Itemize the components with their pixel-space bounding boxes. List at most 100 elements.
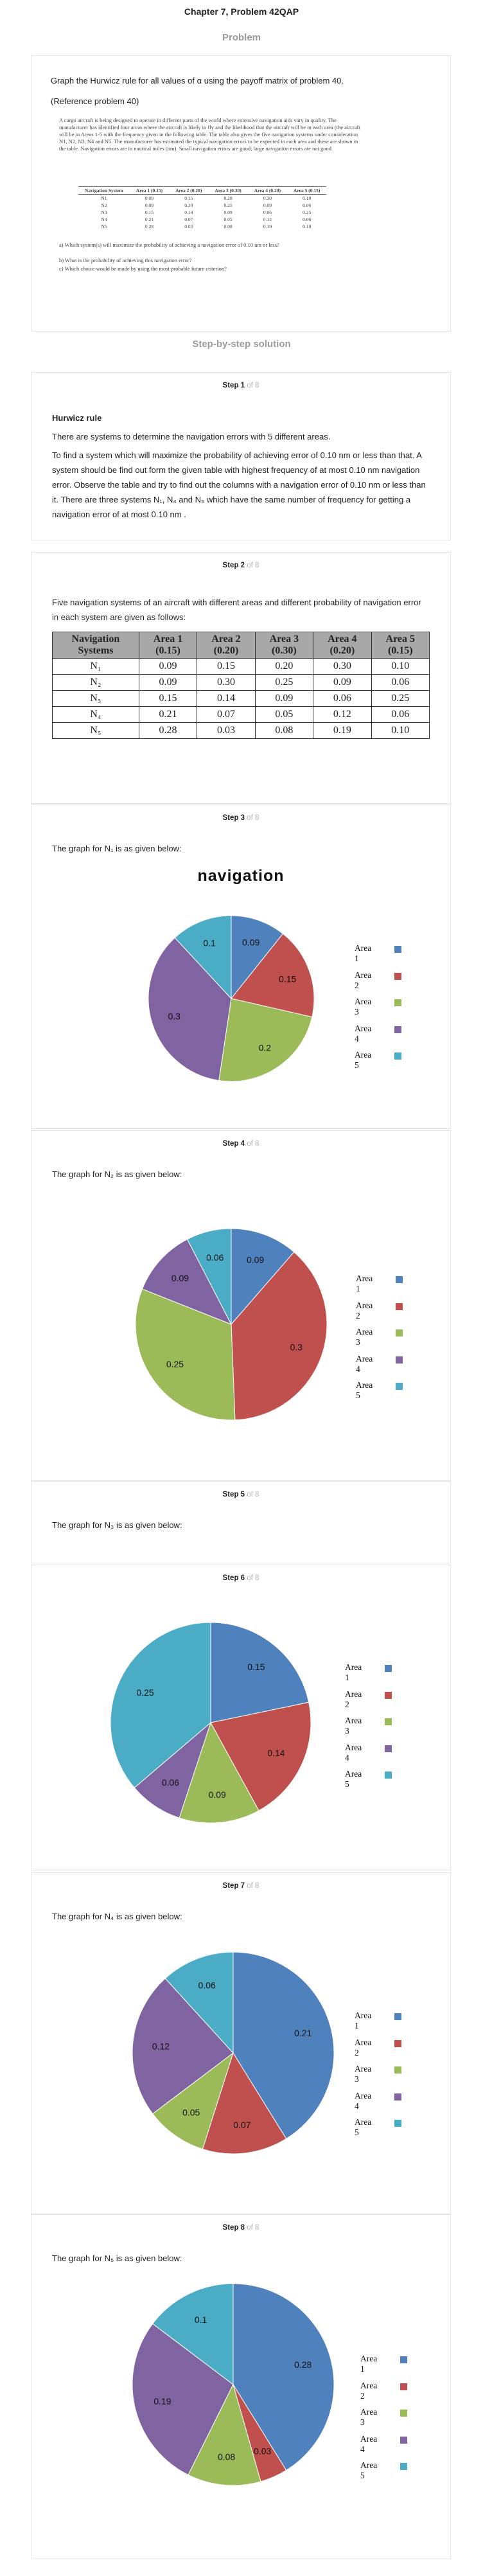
pie-slice — [141, 1238, 233, 1325]
legend-label: Area 1 — [355, 2011, 372, 2030]
slice-value-label: 0.28 — [294, 2359, 312, 2370]
step-1-card: Step 1 of 8 Hurwicz rule There are syste… — [31, 372, 451, 540]
table-row: N₁ 0.09 0.15 0.20 0.30 0.10 — [52, 658, 430, 675]
table-row: N₅ 0.28 0.03 0.08 0.19 0.10 — [52, 722, 430, 739]
pie-slice — [188, 2383, 261, 2486]
ref-table-cell: 0.21 — [145, 217, 154, 222]
ref-table-cell: 0.06 — [263, 209, 272, 215]
slice-value-label: 0.3 — [290, 1342, 303, 1353]
slice-value-label: 0.09 — [247, 1255, 264, 1265]
slice-value-label: 0.08 — [218, 2452, 235, 2462]
ref-table-cell: N3 — [101, 209, 107, 215]
nav-col-header: Area 3 (0.30) — [254, 632, 314, 659]
step-3-heading: Step 3 of 8 — [222, 814, 259, 822]
ref-table-cell: 0.09 — [145, 195, 154, 201]
slice-value-label: 0.09 — [171, 1273, 189, 1283]
nav-table-cell: N₁ — [52, 658, 139, 675]
pie-slice — [186, 1228, 232, 1325]
pie-slice — [134, 1721, 212, 1818]
legend-swatch — [394, 2093, 401, 2101]
table-row: N1 0.09 0.15 0.20 0.30 0.10 — [78, 195, 326, 202]
pie-slice — [164, 1951, 234, 2054]
slice-value-label: 0.25 — [166, 1359, 184, 1369]
step-3-card: Step 3 of 8 The graph for N₁ is as given… — [31, 804, 451, 1129]
ref-col-header: Navigation System — [78, 186, 130, 195]
legend-label: Area 1 — [355, 943, 372, 963]
pie-slice — [174, 915, 232, 1000]
ref-table-cell: 0.28 — [145, 224, 154, 229]
slice-value-label: 0.25 — [136, 1687, 154, 1698]
slice-value-label: 0.09 — [209, 1790, 226, 1800]
legend-label: Area 4 — [355, 1023, 372, 1044]
step-8-heading: Step 8 of 8 — [222, 2224, 259, 2232]
pie-slice — [210, 1701, 312, 1811]
ref-table-cell: 0.05 — [224, 217, 233, 222]
legend-label: Area 4 — [345, 1742, 362, 1763]
nav-table-cell: 0.06 — [371, 706, 430, 723]
slice-value-label: 0.1 — [195, 2314, 207, 2325]
slice-value-label: 0.06 — [206, 1252, 224, 1263]
pie-slice — [233, 1951, 335, 2140]
table-row: N3 0.15 0.14 0.09 0.06 0.25 — [78, 209, 326, 216]
reference-problem-image: A cargo aircraft is being designed to op… — [51, 112, 385, 324]
legend-swatch — [394, 2013, 401, 2020]
nav-col-header: Area 1 (0.15) — [138, 632, 198, 659]
step-4-heading: Step 4 of 8 — [222, 1140, 259, 1148]
slice-value-label: 0.07 — [233, 2120, 250, 2130]
legend-swatch — [394, 1026, 401, 1033]
table-row: N₃ 0.15 0.14 0.09 0.06 0.25 — [52, 690, 430, 707]
legend-swatch — [394, 946, 401, 953]
nav-table-cell: 0.25 — [371, 690, 430, 707]
legend-swatch — [400, 2410, 407, 2417]
pie-slice — [231, 933, 315, 1018]
nav-col-header: Area 2 (0.20) — [197, 632, 256, 659]
step-7-heading: Step 7 of 8 — [222, 1882, 259, 1890]
slice-value-label: 0.14 — [267, 1748, 285, 1758]
slice-value-label: 0.06 — [162, 1777, 179, 1788]
pie-slice — [233, 2283, 335, 2471]
slice-value-label: 0.03 — [254, 2446, 271, 2456]
step-3-caption: The graph for N₁ is as given below: — [52, 844, 182, 853]
pie-slice — [152, 2283, 234, 2386]
ref-col-header: Area 4 (0.20) — [247, 186, 288, 195]
pie-chart: 0.28 0.03 0.08 0.19 0.1 — [132, 2283, 335, 2486]
nav-table-cell: 0.15 — [138, 690, 198, 707]
problem-statement: Graph the Hurwicz rule for all values of… — [51, 76, 344, 85]
pie-slice — [218, 998, 313, 1082]
legend-label: Area 2 — [355, 970, 372, 990]
step-7-card: Step 7 of 8 The graph for N₄ is as given… — [31, 1872, 451, 2214]
ref-table-cell: 0.06 — [303, 202, 312, 208]
ref-table-cell: 0.09 — [145, 202, 154, 208]
legend-label: Area 3 — [355, 997, 372, 1017]
pie-slice — [132, 2323, 234, 2476]
legend-label: Area 2 — [360, 2380, 378, 2401]
nav-table-cell: 0.09 — [138, 674, 198, 691]
legend-label: Area 5 — [355, 2117, 372, 2137]
ref-table-cell: 0.08 — [224, 224, 233, 229]
legend-swatch — [396, 1383, 403, 1390]
ref-table-cell: 0.25 — [224, 202, 233, 208]
ref-col-header: Area 3 (0.30) — [208, 186, 248, 195]
legend-label: Area 5 — [360, 2460, 378, 2480]
pie-slice — [231, 1228, 295, 1326]
pie-slice — [132, 1978, 234, 2115]
legend-label: Area 5 — [345, 1769, 362, 1789]
pie-chart: 0.21 0.07 0.05 0.12 0.06 — [132, 1951, 335, 2154]
step-1-explanation: To find a system which will maximize the… — [52, 450, 426, 519]
ref-table-cell: N4 — [101, 217, 107, 222]
legend-swatch — [400, 2463, 407, 2470]
pie-slice — [231, 915, 284, 1000]
nav-table-cell: 0.10 — [371, 658, 430, 675]
nav-table-cell: 0.14 — [197, 690, 256, 707]
legend-swatch — [394, 1053, 401, 1060]
slice-value-label: 0.12 — [152, 2041, 170, 2052]
navigation-table-header: Navigation Systems Area 1 (0.15) Area 2 … — [52, 632, 430, 659]
chapter-title: Chapter 7, Problem 42QAP — [184, 6, 299, 17]
ref-table-cell: 0.09 — [224, 209, 233, 215]
nav-table-cell: 0.08 — [254, 722, 314, 739]
hurwicz-rule-title: Hurwicz rule — [52, 413, 102, 423]
ref-table-cell: 0.03 — [184, 224, 193, 229]
pie-slice — [231, 1251, 328, 1421]
ref-table-cell: N1 — [101, 195, 107, 201]
slice-value-label: 0.19 — [154, 2396, 171, 2406]
